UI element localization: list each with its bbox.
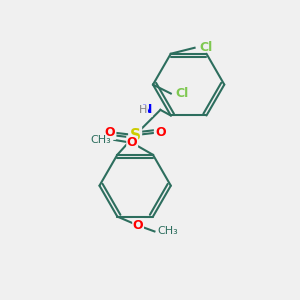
Text: S: S xyxy=(130,128,141,142)
Text: Cl: Cl xyxy=(199,41,212,54)
Text: O: O xyxy=(133,219,143,232)
Text: O: O xyxy=(155,126,166,139)
Text: CH₃: CH₃ xyxy=(91,135,111,145)
Text: N: N xyxy=(142,103,152,116)
Text: H: H xyxy=(139,105,147,115)
Text: CH₃: CH₃ xyxy=(158,226,178,236)
Text: O: O xyxy=(105,126,115,139)
Text: O: O xyxy=(127,136,137,149)
Text: Cl: Cl xyxy=(175,87,188,100)
